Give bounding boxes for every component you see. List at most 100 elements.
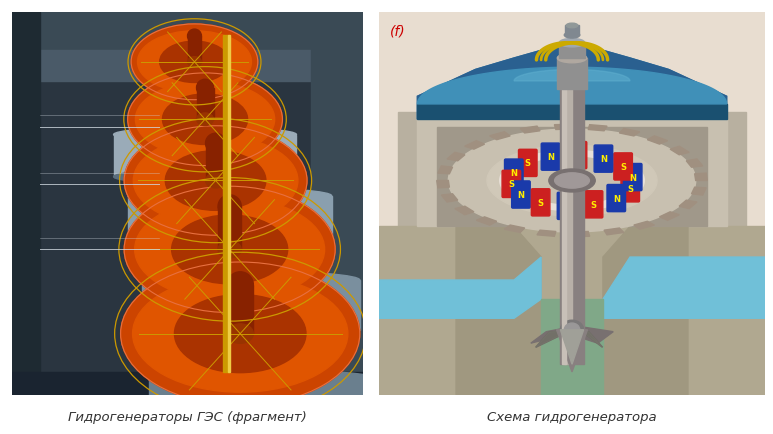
Polygon shape [568,326,613,343]
Polygon shape [500,151,645,211]
Polygon shape [537,230,556,237]
Text: S: S [574,151,581,160]
Bar [560,43,585,59]
Ellipse shape [160,42,230,83]
Ellipse shape [196,114,213,126]
Ellipse shape [124,187,335,313]
Ellipse shape [549,170,595,193]
Ellipse shape [124,126,307,236]
Polygon shape [572,330,602,348]
Text: N: N [517,191,524,200]
Ellipse shape [165,151,266,211]
Bar [188,37,202,62]
Bar [560,51,584,365]
Ellipse shape [128,234,332,250]
Bar [141,280,359,330]
Text: Гидрогенераторы ГЭС (фрагмент): Гидрогенераторы ГЭС (фрагмент) [68,410,307,423]
Text: N: N [547,153,554,162]
Text: N: N [510,169,517,178]
Ellipse shape [131,25,258,101]
Polygon shape [531,326,576,343]
Polygon shape [516,158,628,204]
Polygon shape [588,125,607,132]
Ellipse shape [206,134,226,154]
FancyBboxPatch shape [623,164,642,191]
Bar [12,13,39,395]
Ellipse shape [555,174,590,189]
Ellipse shape [135,198,325,301]
Polygon shape [572,330,602,348]
FancyBboxPatch shape [531,189,550,217]
Ellipse shape [560,320,584,339]
Bar [223,36,229,372]
Ellipse shape [121,263,359,405]
Bar [417,120,727,227]
Polygon shape [417,47,727,120]
Bar [565,26,579,36]
Ellipse shape [188,30,202,44]
Text: N: N [563,202,570,211]
Polygon shape [572,232,590,237]
Polygon shape [456,227,688,395]
Text: S: S [620,163,626,171]
Bar [541,299,603,395]
Polygon shape [554,125,572,130]
Polygon shape [514,70,630,82]
Ellipse shape [218,195,241,218]
Bar [12,51,363,82]
FancyBboxPatch shape [614,154,632,181]
Text: S: S [509,180,514,189]
Ellipse shape [564,33,580,39]
Bar [218,207,241,250]
FancyBboxPatch shape [594,146,613,173]
Bar [196,89,213,120]
Polygon shape [560,330,584,365]
Polygon shape [520,127,540,134]
Bar [311,13,363,395]
Bar [206,144,226,181]
Polygon shape [647,137,668,145]
Polygon shape [489,132,510,140]
Polygon shape [679,201,697,209]
Polygon shape [692,188,707,196]
Ellipse shape [206,174,226,188]
Ellipse shape [138,32,251,94]
Ellipse shape [218,241,241,258]
Bar [228,36,230,372]
Bar [128,196,332,242]
Polygon shape [686,160,703,168]
FancyBboxPatch shape [584,191,603,218]
Ellipse shape [227,272,254,298]
Ellipse shape [172,215,288,284]
Ellipse shape [227,324,254,344]
Ellipse shape [135,82,274,158]
Ellipse shape [133,136,298,226]
Bar [379,227,765,395]
Polygon shape [438,167,452,174]
Ellipse shape [128,188,332,204]
Polygon shape [417,105,727,120]
Bar [148,380,381,433]
Ellipse shape [114,128,297,143]
Text: S: S [525,159,531,168]
Bar [398,112,746,234]
Bar [12,13,363,59]
Polygon shape [536,330,580,348]
Ellipse shape [148,370,381,389]
Bar [12,372,363,395]
Text: N: N [600,155,607,164]
Polygon shape [659,212,679,221]
Bar [563,51,566,365]
Ellipse shape [557,54,587,64]
Text: S: S [537,198,543,207]
Text: N: N [629,173,636,182]
Polygon shape [634,222,655,230]
FancyBboxPatch shape [512,181,530,209]
FancyBboxPatch shape [568,142,587,169]
Polygon shape [476,217,497,226]
FancyBboxPatch shape [502,171,521,198]
Bar [227,285,254,334]
Text: N: N [613,194,620,203]
Polygon shape [455,207,474,215]
Ellipse shape [188,58,202,68]
